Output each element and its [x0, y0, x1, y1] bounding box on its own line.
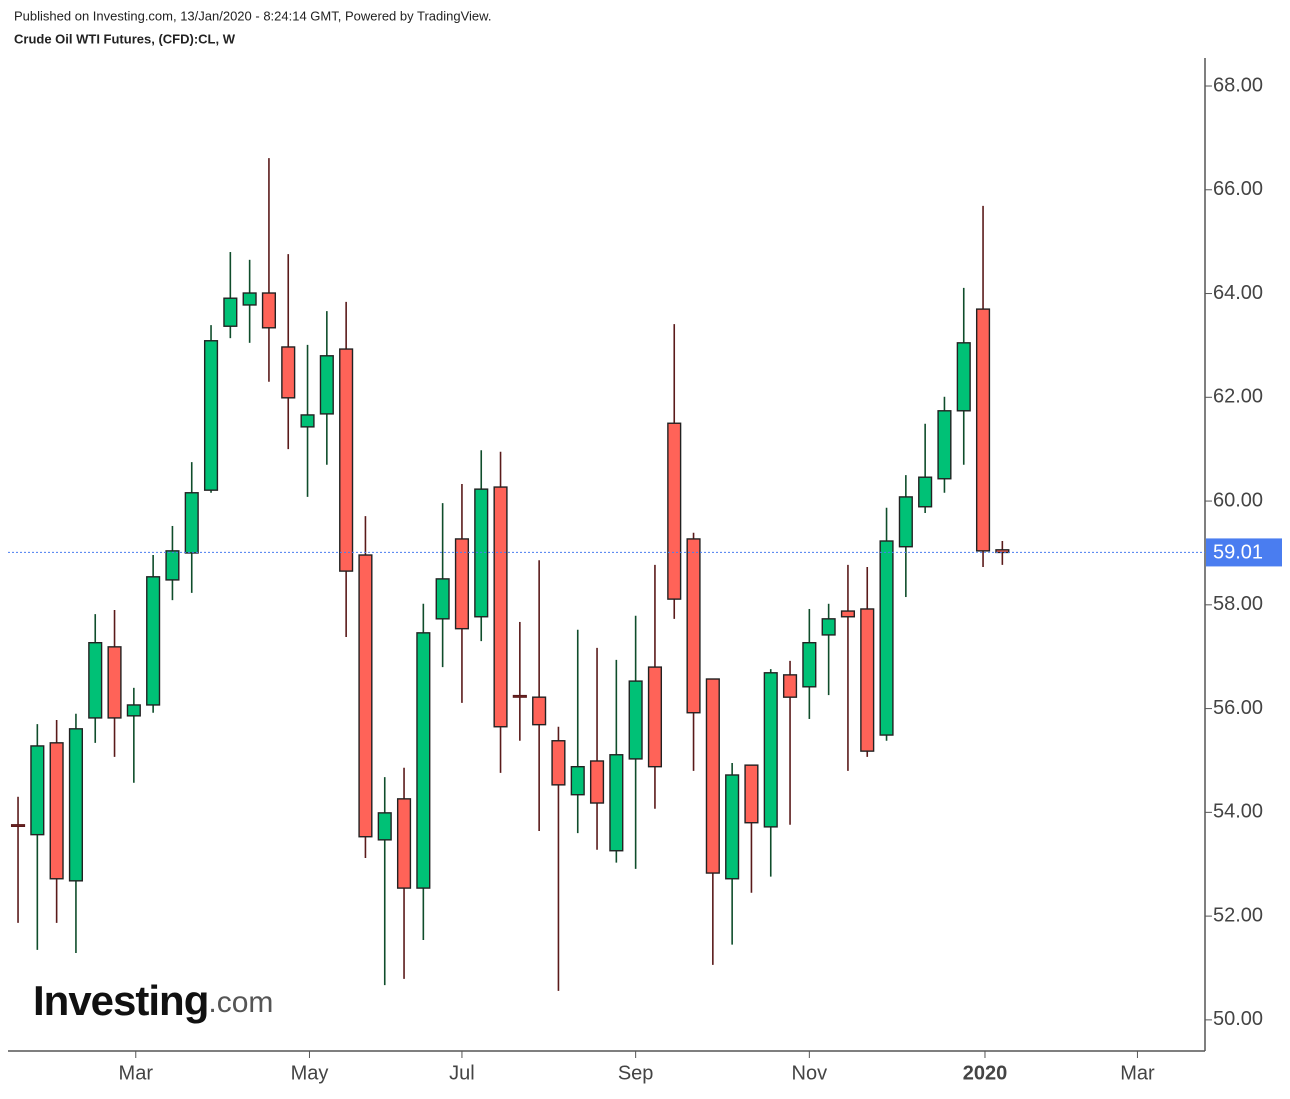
candle-body: [126, 704, 141, 717]
candle-body: [107, 646, 122, 719]
x-tick-label: Sep: [618, 1062, 654, 1084]
last-price-box: [1206, 538, 1282, 567]
candle-body: [146, 576, 161, 706]
y-tick-label: 64.00: [1213, 282, 1263, 304]
candle-body: [956, 342, 971, 412]
candle-body: [744, 764, 759, 824]
candle-body: [628, 680, 643, 760]
candle-body: [570, 765, 585, 796]
symbol-title: Crude Oil WTI Futures, (CFD):CL, W: [14, 31, 236, 46]
y-tick-label: 54.00: [1213, 801, 1263, 823]
candle-body: [821, 618, 836, 636]
candle-body: [377, 812, 392, 841]
candle-body: [88, 641, 103, 719]
candle-body: [532, 696, 547, 726]
candle-body: [898, 496, 913, 548]
candle-body: [493, 486, 508, 728]
last-price-label: 59.01: [1213, 542, 1263, 564]
candle-body: [802, 641, 817, 688]
candle-body: [589, 760, 605, 804]
candle-body: [667, 422, 682, 600]
candle-body: [49, 742, 64, 880]
y-tick-label: 62.00: [1213, 386, 1263, 408]
candle-body: [281, 346, 296, 399]
candle-body: [203, 340, 219, 491]
x-tick-label: Jul: [449, 1062, 475, 1084]
candle-body: [725, 774, 740, 880]
candle-body: [474, 488, 489, 618]
candle-body: [995, 549, 1010, 554]
candle-body: [358, 554, 373, 838]
candle-body: [416, 632, 431, 889]
candle-body: [840, 610, 856, 618]
y-tick-label: 66.00: [1213, 178, 1263, 200]
candle-body: [551, 740, 566, 786]
logo-name: Investing: [33, 977, 208, 1024]
candle-body: [165, 550, 180, 581]
y-tick-label: 50.00: [1213, 1008, 1263, 1030]
x-tick-label: Mar: [119, 1062, 154, 1084]
candle-body: [319, 355, 334, 415]
candle-body: [10, 824, 26, 827]
logo: Investing.com: [33, 977, 273, 1024]
candle-body: [647, 666, 663, 768]
logo-suffix: .com: [208, 986, 273, 1019]
candle-body: [454, 538, 470, 630]
candle-body: [339, 348, 354, 572]
y-tick-label: 68.00: [1213, 74, 1263, 96]
candle-body: [68, 728, 84, 882]
candle-body: [918, 476, 933, 508]
y-tick-label: 60.00: [1213, 489, 1263, 511]
y-tick-label: 58.00: [1213, 593, 1263, 615]
x-tick-label: Mar: [1120, 1062, 1155, 1084]
candle-body: [609, 754, 624, 852]
published-note: Published on Investing.com, 13/Jan/2020 …: [14, 8, 491, 23]
candle-body: [879, 540, 894, 736]
candle-body: [184, 492, 199, 554]
candle-body: [242, 292, 257, 306]
candle-body: [30, 745, 45, 836]
candle-body: [705, 678, 720, 874]
candle-body: [261, 292, 277, 329]
x-tick-label: Nov: [792, 1062, 828, 1084]
x-tick-label: May: [291, 1062, 329, 1084]
candle-body: [860, 608, 875, 752]
x-tick-label: 2020: [963, 1062, 1008, 1084]
y-tick-label: 56.00: [1213, 697, 1263, 719]
candle-body: [763, 672, 778, 828]
y-tick-label: 52.00: [1213, 904, 1263, 926]
candle-body: [782, 674, 798, 698]
candle-body: [300, 414, 315, 428]
candle-body: [686, 538, 701, 714]
candle-body: [512, 694, 527, 698]
candle-body: [937, 410, 952, 480]
candle-body: [223, 297, 238, 327]
candle-body: [435, 578, 450, 620]
candle-body: [396, 798, 412, 889]
candle-body: [975, 308, 991, 552]
